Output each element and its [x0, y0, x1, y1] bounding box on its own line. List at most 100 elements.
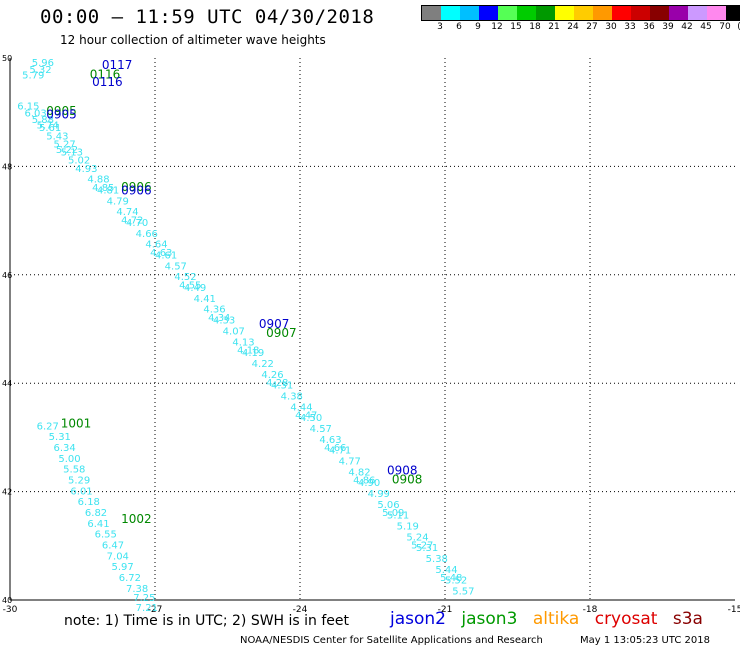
wave-height-point: 5.32	[29, 65, 51, 76]
legend-tick-label: (ft)	[737, 22, 740, 32]
wave-height-point: 5.43	[46, 131, 68, 142]
wave-height-point: 4.07	[223, 326, 245, 337]
wave-height-point: 4.50	[300, 413, 322, 424]
legend-swatch	[498, 6, 517, 20]
legend-swatch	[688, 6, 707, 20]
wave-height-point: 4.90	[358, 478, 380, 489]
legend-tick-label: 42	[681, 22, 693, 32]
legend-tick-label: 27	[586, 22, 598, 32]
wave-height-point: 7.38	[126, 584, 148, 595]
legend-tick-label: 3	[437, 22, 443, 32]
wave-height-point: 4.41	[194, 294, 216, 305]
pass-time-label: 0907	[266, 326, 297, 340]
legend-tick-label: 30	[605, 22, 617, 32]
wave-height-point: 4.22	[252, 359, 274, 370]
wave-height-point: 5.79	[22, 71, 44, 82]
wave-height-point: 4.26	[261, 370, 283, 381]
x-tick-label: -30	[3, 605, 18, 615]
wave-height-point: 4.36	[203, 305, 225, 316]
pass-time-label: 0906	[121, 180, 152, 194]
pass-time-label: 0116	[90, 68, 121, 82]
x-tick-label: -15	[728, 605, 740, 615]
legend-swatch	[612, 6, 631, 20]
legend-swatch	[517, 6, 536, 20]
wave-height-point: 5.88	[32, 115, 54, 126]
legend-swatch	[555, 6, 574, 20]
wave-height-point: 5.02	[68, 156, 90, 167]
legend-tick-label: 45	[700, 22, 712, 32]
wave-height-point: 4.55	[179, 280, 201, 291]
credit-text: NOAA/NESDIS Center for Satellite Applica…	[240, 635, 543, 646]
x-tick-label: -18	[583, 605, 598, 615]
pass-time-label: 1002	[121, 512, 152, 526]
pass-time-label: 0908	[392, 472, 423, 486]
wave-height-point: 6.03	[25, 109, 47, 120]
wave-height-point: 6.01	[70, 486, 92, 497]
wave-height-point: 5.74	[37, 120, 59, 131]
wave-height-point: 4.47	[295, 410, 317, 421]
x-tick-label: -21	[438, 605, 453, 615]
wave-height-point: 6.41	[87, 519, 109, 530]
wave-height-point: 4.49	[184, 283, 206, 294]
wave-height-point: 4.74	[116, 207, 138, 218]
wave-height-point: 4.99	[368, 489, 390, 500]
pass-time-label: 1001	[61, 417, 92, 431]
legend-swatch	[574, 6, 593, 20]
wave-height-point: 5.97	[112, 562, 134, 573]
legend-swatch	[631, 6, 650, 20]
wave-height-point: 5.38	[426, 554, 448, 565]
legend-swatch	[707, 6, 726, 20]
wave-height-point: 5.24	[406, 532, 428, 543]
legend-tick-label: 21	[548, 22, 560, 32]
wave-height-point: 4.81	[97, 186, 119, 197]
y-tick-label: 42	[2, 488, 12, 497]
legend-tick-label: 6	[456, 22, 462, 32]
wave-height-point: 5.57	[452, 587, 474, 598]
wave-height-point: 5.58	[63, 465, 85, 476]
wave-height-point: 4.13	[232, 337, 254, 348]
legend-swatch	[726, 6, 740, 20]
wave-height-point: 5.11	[387, 511, 409, 522]
x-tick-label: -24	[293, 605, 308, 615]
wave-height-point: 6.34	[54, 443, 76, 454]
legend-swatch	[593, 6, 612, 20]
wave-height-point: 5.48	[440, 573, 462, 584]
pass-time-label: 0116	[92, 75, 123, 89]
legend-swatch	[441, 6, 460, 20]
pass-time-label: 0908	[387, 463, 418, 477]
wave-height-point: 4.33	[213, 316, 235, 327]
wave-height-point: 4.57	[310, 424, 332, 435]
wave-height-point: 5.44	[435, 565, 457, 576]
pass-time-label: 0906	[121, 184, 152, 198]
wave-height-point: 4.64	[145, 240, 167, 251]
wave-height-point: 7.25	[133, 593, 155, 604]
chart-title: 00:00 – 11:59 UTC 04/30/2018	[40, 6, 375, 28]
wave-height-point: 4.77	[339, 457, 361, 468]
legend-tick-label: 36	[643, 22, 655, 32]
wave-height-point: 6.18	[78, 497, 100, 508]
legend-tick-label: 24	[567, 22, 579, 32]
legend-swatch	[669, 6, 688, 20]
pass-time-label: 0905	[46, 104, 77, 118]
wave-height-point: 5.31	[49, 432, 71, 443]
pass-time-label: 0907	[259, 317, 290, 331]
wave-height-point: 4.66	[324, 443, 346, 454]
wave-height-point: 4.57	[165, 261, 187, 272]
wave-height-point: 5.09	[382, 508, 404, 519]
pass-time-label: 0905	[46, 108, 77, 122]
wave-height-point: 6.27	[37, 421, 59, 432]
wave-height-point: 5.52	[445, 576, 467, 587]
satellite-cryosat: cryosat	[594, 609, 658, 629]
y-tick-label: 40	[2, 596, 12, 605]
wave-height-point: 5.61	[39, 123, 61, 134]
wave-height-point: 4.72	[121, 215, 143, 226]
wave-height-point: 4.86	[353, 475, 375, 486]
wave-height-point: 7.04	[107, 551, 129, 562]
wave-height-point: 5.31	[416, 543, 438, 554]
satellite-legend: jason2 jason3 altika cryosat s3a	[390, 609, 713, 629]
wave-height-point: 5.19	[397, 522, 419, 533]
wave-height-point: 6.82	[85, 508, 107, 519]
wave-height-point: 6.15	[17, 101, 39, 112]
wave-height-point: 5.96	[32, 58, 54, 69]
wave-height-point: 4.66	[136, 229, 158, 240]
